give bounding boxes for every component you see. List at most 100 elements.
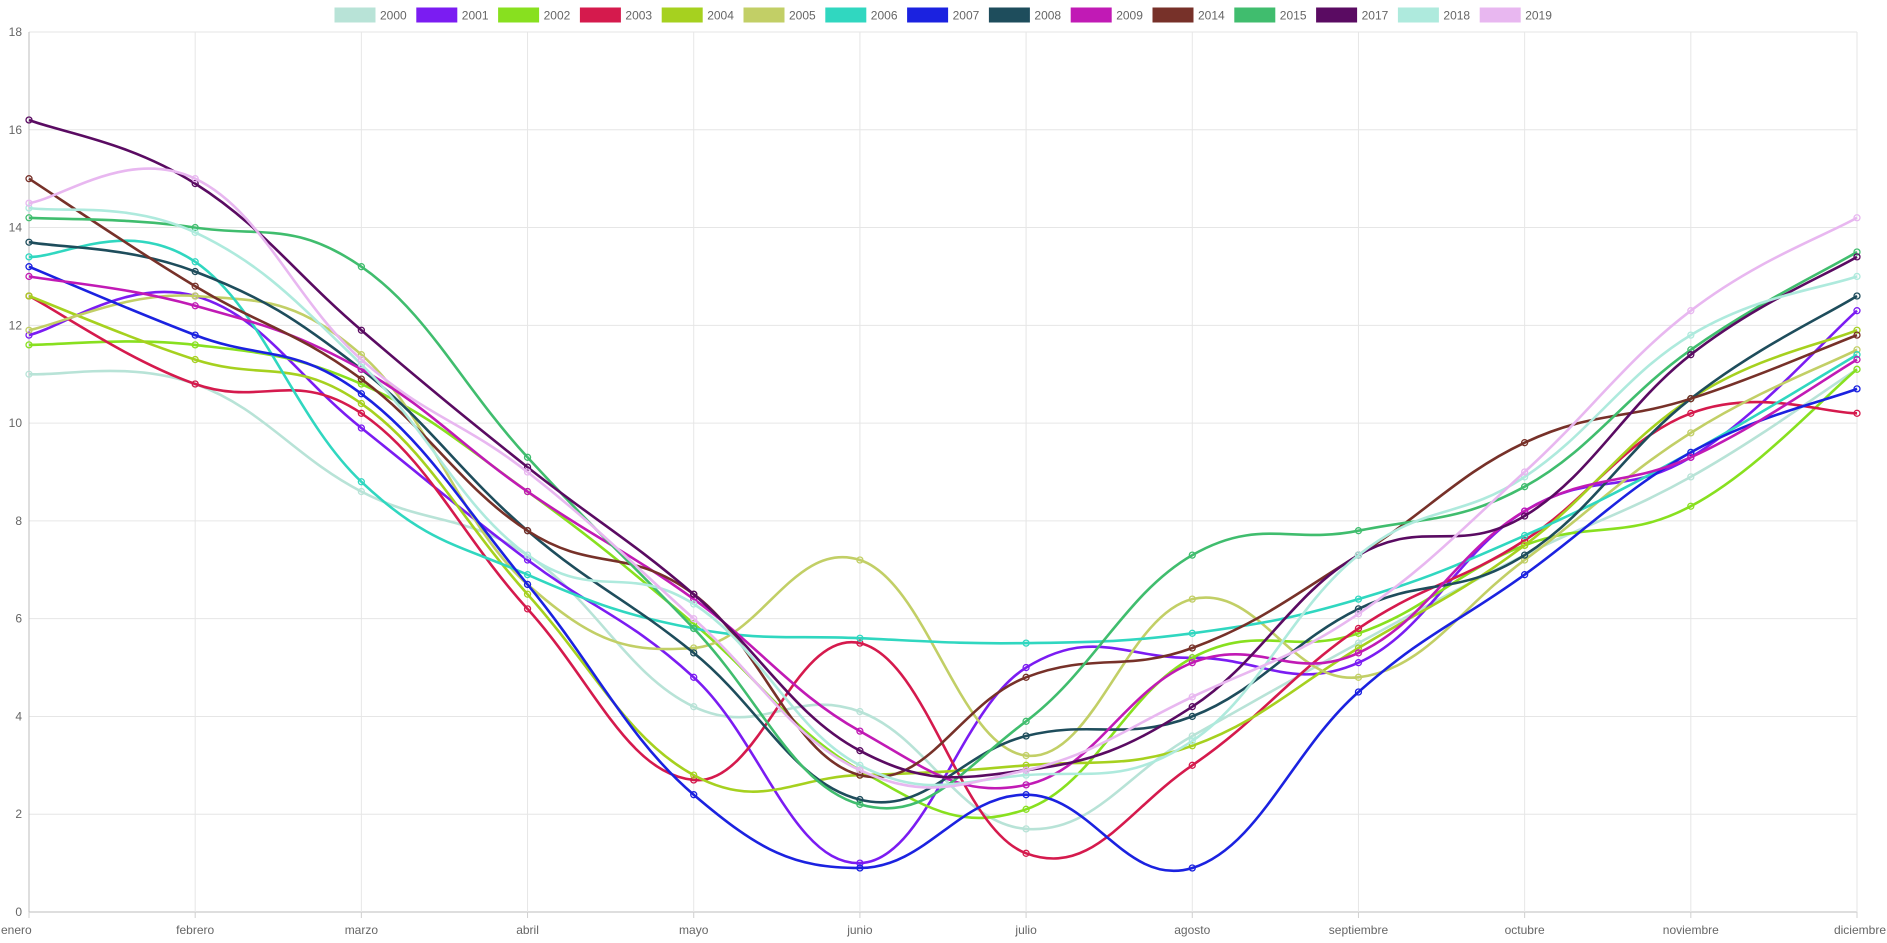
data-point[interactable]	[1853, 331, 1861, 339]
data-point[interactable]	[1520, 536, 1529, 545]
data-point[interactable]	[1188, 644, 1196, 652]
data-point[interactable]	[856, 864, 864, 872]
data-point[interactable]	[1022, 639, 1030, 647]
data-point[interactable]	[690, 595, 698, 603]
data-point[interactable]	[357, 326, 366, 334]
legend-item-2002[interactable]: 2002	[498, 7, 571, 23]
legend-item-2006[interactable]: 2006	[825, 7, 898, 23]
data-point[interactable]	[1687, 331, 1695, 339]
data-point[interactable]	[1188, 742, 1196, 750]
data-point[interactable]	[357, 375, 366, 383]
data-point[interactable]	[191, 267, 199, 276]
legend-item-2004[interactable]: 2004	[661, 7, 734, 23]
data-point[interactable]	[191, 380, 199, 388]
data-point[interactable]	[25, 292, 33, 300]
data-point[interactable]	[191, 282, 199, 290]
data-point[interactable]	[357, 478, 366, 486]
data-point[interactable]	[1687, 448, 1695, 457]
data-point[interactable]	[1188, 864, 1196, 872]
data-point[interactable]	[1354, 624, 1363, 633]
data-point[interactable]	[523, 468, 532, 476]
data-point[interactable]	[25, 214, 33, 222]
data-point[interactable]	[1520, 507, 1529, 515]
data-point[interactable]	[856, 766, 864, 774]
data-point[interactable]	[856, 707, 864, 716]
data-point[interactable]	[1022, 805, 1030, 813]
data-point[interactable]	[1687, 307, 1695, 315]
data-point[interactable]	[1354, 688, 1363, 696]
data-point[interactable]	[523, 463, 532, 471]
data-point[interactable]	[1520, 473, 1529, 481]
legend-item-2018[interactable]: 2018	[1397, 7, 1470, 23]
data-point[interactable]	[1853, 351, 1861, 359]
data-point[interactable]	[690, 644, 698, 652]
data-point[interactable]	[523, 487, 532, 496]
data-point[interactable]	[357, 380, 366, 388]
data-point[interactable]	[25, 253, 33, 261]
data-point[interactable]	[1022, 825, 1030, 833]
data-point[interactable]	[1354, 527, 1363, 535]
data-point[interactable]	[25, 238, 33, 246]
data-point[interactable]	[1354, 595, 1363, 603]
data-point[interactable]	[191, 228, 199, 237]
data-point[interactable]	[690, 590, 698, 598]
legend-item-2001[interactable]: 2001	[416, 7, 489, 23]
data-point[interactable]	[1188, 693, 1196, 701]
data-point[interactable]	[1853, 365, 1861, 373]
data-point[interactable]	[1022, 849, 1030, 857]
data-point[interactable]	[1853, 385, 1861, 393]
data-point[interactable]	[856, 747, 864, 755]
data-point[interactable]	[1853, 253, 1861, 261]
data-point[interactable]	[25, 116, 33, 124]
data-point[interactable]	[1022, 761, 1030, 769]
data-point[interactable]	[191, 223, 199, 232]
data-point[interactable]	[523, 605, 532, 613]
data-point[interactable]	[690, 703, 698, 711]
data-point[interactable]	[1188, 732, 1196, 740]
data-point[interactable]	[1687, 395, 1695, 403]
data-point[interactable]	[1520, 541, 1529, 549]
data-point[interactable]	[1687, 409, 1695, 417]
data-point[interactable]	[1022, 717, 1030, 725]
data-point[interactable]	[1354, 649, 1363, 657]
data-point[interactable]	[357, 399, 366, 408]
data-point[interactable]	[1354, 673, 1363, 681]
data-point[interactable]	[1853, 409, 1861, 417]
data-point[interactable]	[25, 370, 33, 378]
data-point[interactable]	[1022, 751, 1030, 760]
data-point[interactable]	[856, 761, 864, 769]
legend-item-2005[interactable]: 2005	[743, 7, 816, 23]
data-point[interactable]	[1520, 468, 1529, 476]
data-point[interactable]	[1520, 512, 1529, 520]
data-point[interactable]	[1188, 703, 1196, 711]
data-point[interactable]	[191, 179, 199, 188]
data-point[interactable]	[1188, 595, 1196, 603]
legend-item-2015[interactable]: 2015	[1234, 7, 1307, 23]
data-point[interactable]	[25, 331, 33, 339]
legend-item-2019[interactable]: 2019	[1479, 7, 1552, 23]
data-point[interactable]	[690, 624, 698, 633]
data-point[interactable]	[1022, 771, 1030, 779]
data-point[interactable]	[690, 771, 698, 779]
data-point[interactable]	[357, 365, 366, 373]
data-point[interactable]	[690, 600, 698, 608]
data-point[interactable]	[1022, 791, 1030, 799]
data-point[interactable]	[1188, 629, 1196, 637]
data-point[interactable]	[1188, 654, 1196, 662]
data-point[interactable]	[856, 771, 864, 779]
data-point[interactable]	[690, 791, 698, 799]
data-point[interactable]	[1354, 639, 1363, 647]
data-point[interactable]	[357, 351, 366, 359]
data-point[interactable]	[856, 859, 864, 867]
data-point[interactable]	[25, 204, 33, 212]
data-point[interactable]	[191, 175, 199, 183]
data-point[interactable]	[523, 453, 532, 461]
data-point[interactable]	[523, 580, 532, 589]
legend-item-2014[interactable]: 2014	[1152, 7, 1225, 23]
data-point[interactable]	[523, 556, 532, 564]
data-point[interactable]	[1022, 673, 1030, 681]
data-point[interactable]	[523, 527, 532, 535]
data-point[interactable]	[1687, 429, 1695, 437]
data-point[interactable]	[1188, 712, 1196, 721]
data-point[interactable]	[1520, 483, 1529, 491]
